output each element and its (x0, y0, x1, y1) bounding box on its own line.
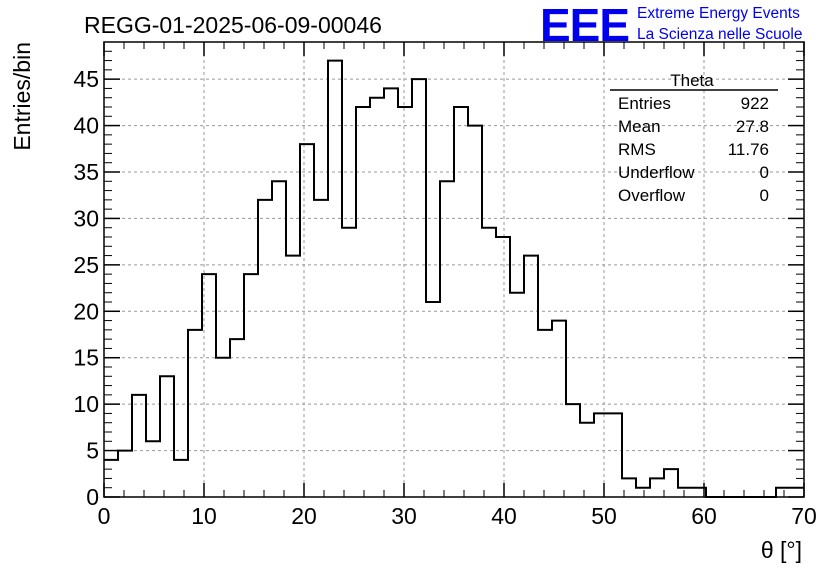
stats-label-rms: RMS (618, 140, 656, 159)
y-tick-label: 35 (73, 159, 99, 185)
x-tick-label: 30 (391, 503, 417, 529)
stats-value-underflow: 0 (760, 163, 769, 182)
logo-subtitle-2: La Scienza nelle Scuole (637, 26, 802, 43)
y-axis-label: Entries/bin (9, 42, 35, 151)
histogram-line (104, 59, 804, 498)
x-tick-label: 10 (191, 503, 217, 529)
stats-value-overflow: 0 (760, 186, 769, 205)
x-tick-label: 0 (98, 503, 111, 529)
stats-box: Theta Entries 922 Mean 27.8 RMS 11.76 Un… (610, 71, 778, 205)
x-tick-label: 60 (691, 503, 717, 529)
x-tick-label: 20 (291, 503, 317, 529)
plot-frame (103, 41, 805, 498)
eee-logo: EEE (540, 0, 629, 51)
stats-value-entries: 922 (741, 94, 769, 113)
y-tick-labels: 0 5 10 15 20 25 30 35 40 45 (73, 66, 99, 510)
stats-value-mean: 27.8 (736, 117, 769, 136)
x-axis-label: θ [°] (761, 537, 802, 563)
stats-title: Theta (670, 71, 714, 90)
x-tick-label: 40 (491, 503, 517, 529)
run-title: REGG-01-2025-06-09-00046 (84, 12, 382, 38)
x-tick-label: 50 (591, 503, 617, 529)
y-tick-label: 45 (73, 66, 99, 92)
y-tick-label: 40 (73, 113, 99, 139)
stats-label-entries: Entries (618, 94, 671, 113)
stats-label-overflow: Overflow (618, 186, 686, 205)
y-tick-label: 25 (73, 252, 99, 278)
x-tick-labels: 0 10 20 30 40 50 60 70 (98, 503, 817, 529)
y-tick-label: 5 (86, 438, 99, 464)
stats-label-mean: Mean (618, 117, 661, 136)
stats-value-rms: 11.76 (728, 140, 769, 159)
y-tick-label: 15 (73, 345, 99, 371)
y-tick-label: 20 (73, 298, 99, 324)
stats-label-underflow: Underflow (618, 163, 695, 182)
logo-subtitle-1: Extreme Energy Events (637, 5, 800, 22)
y-tick-label: 10 (73, 391, 99, 417)
x-tick-label: 70 (791, 503, 817, 529)
y-tick-label: 30 (73, 205, 99, 231)
y-tick-label: 0 (86, 484, 99, 510)
